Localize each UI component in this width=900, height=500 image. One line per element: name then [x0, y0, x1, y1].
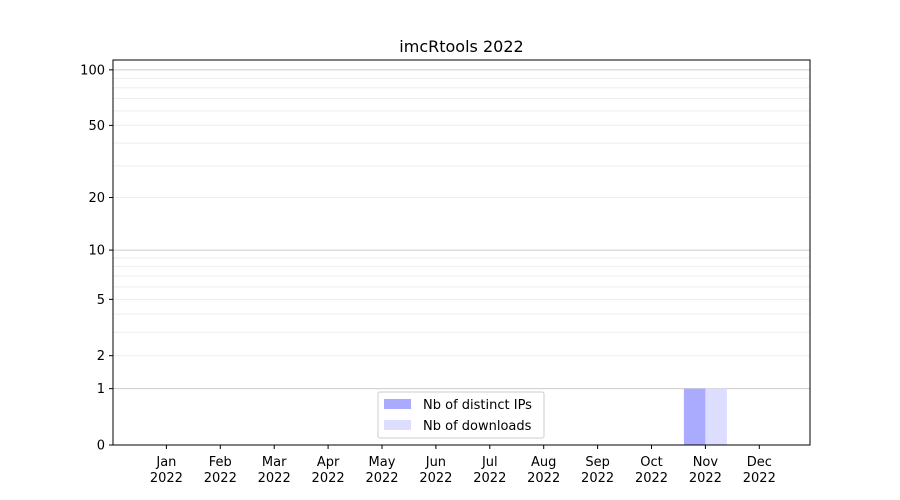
legend-label-distinct-ips: Nb of distinct IPs: [423, 398, 532, 413]
x-tick-label-month: Sep: [585, 455, 610, 470]
x-tick-label-year: 2022: [743, 471, 776, 486]
x-tick-label-month: Mar: [262, 455, 287, 470]
x-tick-label-year: 2022: [312, 471, 345, 486]
x-tick-label-month: Dec: [747, 455, 772, 470]
y-tick-label: 100: [80, 63, 105, 78]
y-tick-label: 20: [88, 191, 105, 206]
x-tick-label-month: Feb: [209, 455, 232, 470]
x-axis: Jan2022Feb2022Mar2022Apr2022May2022Jun20…: [150, 445, 776, 486]
x-tick-label-year: 2022: [473, 471, 506, 486]
x-tick-label-year: 2022: [581, 471, 614, 486]
y-tick-label: 0: [97, 439, 105, 454]
x-tick-label-year: 2022: [419, 471, 452, 486]
x-tick-label-month: May: [369, 455, 396, 470]
x-tick-label-month: Oct: [640, 455, 662, 470]
chart-title: imcRtools 2022: [399, 37, 523, 56]
x-tick-label-year: 2022: [689, 471, 722, 486]
bars: [683, 388, 727, 445]
x-tick-label-month: Apr: [317, 455, 340, 470]
x-tick-label-month: Jun: [425, 455, 446, 470]
x-tick-label-month: Jan: [155, 455, 176, 470]
x-tick-label-month: Nov: [693, 455, 719, 470]
y-tick-label: 1: [97, 382, 105, 397]
legend-swatch-downloads: [384, 420, 411, 430]
legend-box: [377, 391, 545, 439]
bar-downloads: [705, 388, 727, 445]
x-tick-label-month: Aug: [531, 455, 556, 470]
legend-swatch-distinct-ips: [384, 399, 411, 409]
grid: [113, 69, 810, 390]
legend: Nb of distinct IPs Nb of downloads: [377, 391, 545, 439]
x-tick-label-year: 2022: [150, 471, 183, 486]
axes-frame: [112, 59, 811, 446]
y-tick-label: 10: [88, 244, 105, 259]
y-axis: 0 1 2 5 10 20 50 100: [80, 63, 113, 454]
x-tick-label-year: 2022: [204, 471, 237, 486]
bar-distinct-ips: [683, 388, 706, 445]
legend-label-downloads: Nb of downloads: [423, 419, 532, 434]
x-tick-label-year: 2022: [365, 471, 398, 486]
x-tick-label-year: 2022: [527, 471, 560, 486]
x-tick-label-year: 2022: [635, 471, 668, 486]
y-tick-label: 50: [88, 119, 105, 134]
x-tick-label-year: 2022: [258, 471, 291, 486]
x-tick-label-month: Jul: [481, 455, 498, 470]
y-tick-label: 5: [97, 293, 105, 308]
y-tick-label: 2: [97, 349, 105, 364]
